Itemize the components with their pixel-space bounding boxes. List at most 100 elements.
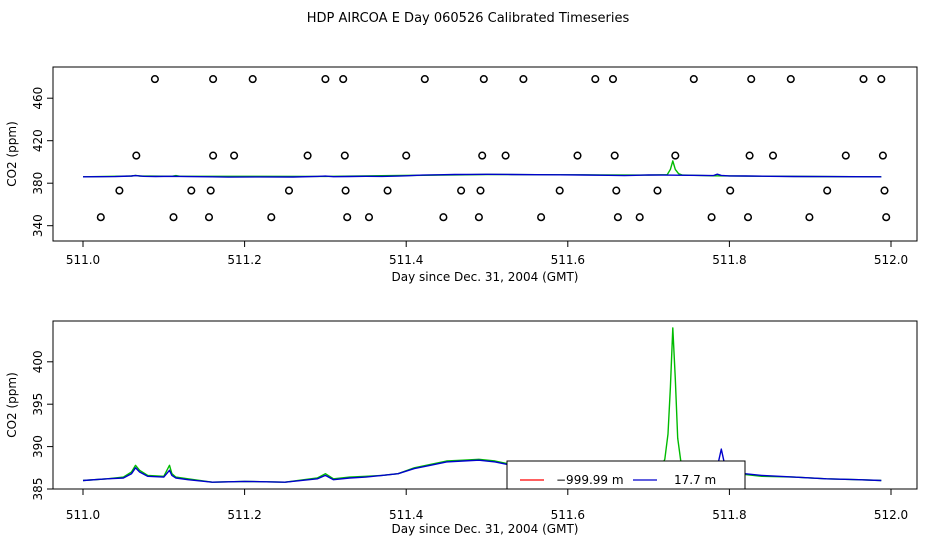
top-y-tick-label: 420 xyxy=(31,129,45,152)
bottom-y-tick-label: 390 xyxy=(31,435,45,458)
flag-point xyxy=(478,151,487,160)
flag-point xyxy=(689,75,698,84)
flag-point xyxy=(248,75,257,84)
series-line-1 xyxy=(82,173,882,178)
figure-title: HDP AIRCOA E Day 060526 Calibrated Times… xyxy=(307,11,630,26)
bottom-x-axis: 511.0 511.2 511.4 511.6 511.8 512.0 Day … xyxy=(66,489,908,536)
bottom-x-tick-label: 511.8 xyxy=(712,508,746,522)
flag-point xyxy=(878,151,887,160)
flag-point xyxy=(786,75,795,84)
flag-point xyxy=(169,213,178,222)
bottom-x-tick-label: 511.6 xyxy=(551,508,585,522)
top-x-axis: 511.0 511.2 511.4 511.6 511.8 512.0 Day … xyxy=(66,241,908,284)
flag-point xyxy=(573,151,582,160)
flag-point xyxy=(204,213,214,222)
flag-point xyxy=(115,186,124,195)
top-x-tick-label: 511.2 xyxy=(227,253,261,267)
flag-point xyxy=(230,151,239,160)
top-flag-points xyxy=(96,75,891,222)
top-x-tick-label: 512.0 xyxy=(874,253,908,267)
flag-point xyxy=(209,75,218,84)
legend-label: −999.99 m xyxy=(556,473,624,487)
flag-point xyxy=(747,75,756,84)
flag-point xyxy=(187,186,196,195)
flag-point xyxy=(726,186,735,195)
flag-point xyxy=(805,213,814,222)
flag-point xyxy=(132,151,141,160)
flag-point xyxy=(768,151,778,160)
flag-point xyxy=(150,75,159,84)
flag-point xyxy=(364,213,374,222)
flag-point xyxy=(383,186,392,195)
bottom-x-tick-label: 511.4 xyxy=(389,508,423,522)
flag-point xyxy=(653,186,662,195)
top-x-tick-label: 511.4 xyxy=(389,253,423,267)
flag-point xyxy=(476,186,485,195)
top-x-tick-label: 511.0 xyxy=(66,253,100,267)
bottom-x-axis-label: Day since Dec. 31, 2004 (GMT) xyxy=(392,522,579,536)
flag-point xyxy=(341,186,350,195)
flag-point xyxy=(339,75,348,84)
flag-point xyxy=(321,75,330,84)
flag-point xyxy=(537,213,546,222)
top-x-tick-label: 511.8 xyxy=(712,253,746,267)
flag-point xyxy=(877,75,886,84)
flag-point xyxy=(608,75,618,84)
flag-point xyxy=(671,151,680,160)
flag-point xyxy=(420,75,429,84)
flag-point xyxy=(284,186,294,195)
flag-point xyxy=(267,213,276,222)
flag-point xyxy=(340,151,349,160)
flag-point xyxy=(343,213,352,222)
flag-point xyxy=(635,213,644,222)
bottom-x-tick-label: 511.2 xyxy=(227,508,261,522)
flag-point xyxy=(707,213,716,222)
legend: −999.99 m 17.7 m xyxy=(506,460,746,490)
top-y-tick-label: 380 xyxy=(31,172,45,195)
top-series-lines xyxy=(82,160,882,178)
top-plot-frame xyxy=(52,66,918,242)
flag-point xyxy=(402,151,411,160)
legend-box xyxy=(506,460,746,490)
flag-point xyxy=(96,213,105,222)
bottom-plot-frame xyxy=(52,320,918,490)
flag-point xyxy=(591,75,600,84)
top-x-tick-label: 511.6 xyxy=(551,253,585,267)
bottom-x-tick-label: 511.0 xyxy=(66,508,100,522)
flag-point xyxy=(479,75,488,84)
flag-point xyxy=(610,151,619,160)
top-y-tick-label: 340 xyxy=(31,214,45,237)
top-y-tick-label: 460 xyxy=(31,87,45,110)
bottom-y-axis-label: CO2 (ppm) xyxy=(5,372,19,438)
flag-point xyxy=(859,75,868,84)
flag-point xyxy=(519,75,528,84)
flag-point xyxy=(501,151,510,160)
bottom-y-tick-label: 400 xyxy=(31,350,45,373)
flag-point xyxy=(745,151,754,160)
top-y-axis-label: CO2 (ppm) xyxy=(5,121,19,187)
series-line-1 xyxy=(82,448,882,483)
top-y-axis: 340 380 420 460 CO2 (ppm) xyxy=(5,87,53,237)
flag-point xyxy=(841,151,850,160)
flag-point xyxy=(612,186,621,195)
bottom-series-lines xyxy=(82,327,882,483)
flag-point xyxy=(474,213,483,222)
flag-point xyxy=(613,213,622,222)
flag-point xyxy=(555,186,564,195)
bottom-y-axis: 385 390 395 400 CO2 (ppm) xyxy=(5,350,53,500)
flag-point xyxy=(206,186,215,195)
top-x-axis-label: Day since Dec. 31, 2004 (GMT) xyxy=(392,270,579,284)
flag-point xyxy=(303,151,312,160)
flag-point xyxy=(823,186,832,195)
legend-label: 17.7 m xyxy=(674,473,716,487)
flag-point xyxy=(439,213,448,222)
bottom-y-tick-label: 385 xyxy=(31,478,45,501)
flag-point xyxy=(209,151,218,160)
bottom-y-tick-label: 395 xyxy=(31,393,45,416)
flag-point xyxy=(457,186,466,195)
bottom-x-tick-label: 512.0 xyxy=(874,508,908,522)
bottom-panel: 385 390 395 400 CO2 (ppm) 511.0 511.2 51… xyxy=(5,320,918,536)
top-panel: 340 380 420 460 CO2 (ppm) 511.0 511.2 51… xyxy=(5,66,918,284)
flag-point xyxy=(743,213,753,222)
